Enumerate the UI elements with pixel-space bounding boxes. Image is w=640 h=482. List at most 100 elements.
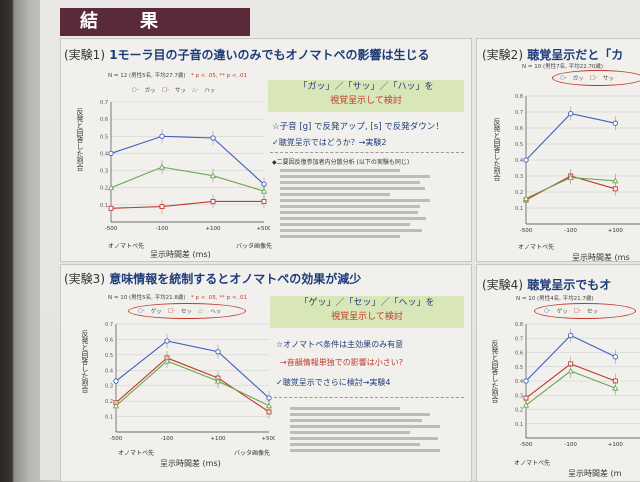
x-tick-label: +100 (210, 436, 226, 442)
data-point (522, 194, 530, 201)
exp1-xlabel: 呈示時間差 (ms) (150, 250, 211, 259)
y-tick-label: 0.5 (515, 142, 523, 148)
x-tick-label: -100 (564, 442, 577, 448)
data-point (108, 150, 114, 157)
exp4-meta: N = 10 (男性4名, 平均21.7歳) (516, 296, 594, 302)
data-point (612, 177, 619, 184)
exp4-title: (実験4) 聴覚呈示でもオ (482, 278, 612, 292)
y-tick-label: 0.2 (100, 186, 108, 192)
data-point (261, 198, 267, 204)
data-point (159, 204, 165, 210)
exp3-stats-block (290, 404, 450, 455)
x-tick-label: -500 (105, 226, 118, 232)
y-tick-label: 0.6 (105, 337, 113, 343)
data-point (108, 205, 114, 211)
section-title: 結 果 (60, 8, 250, 36)
y-tick-label: 0.4 (515, 379, 523, 385)
data-point (567, 367, 574, 374)
series-line (110, 135, 265, 185)
series-line (110, 166, 265, 192)
exp2-legend-ellipse (552, 70, 640, 86)
y-tick-label: 0.6 (100, 117, 108, 123)
exp3-finding3: ✓聴覚呈示でさらに検討→実験4 (276, 378, 391, 387)
exp3-xlabel: 呈示時間差 (ms) (160, 459, 221, 468)
y-tick-label: 0.1 (105, 415, 113, 421)
y-tick-label: 0.4 (105, 368, 113, 374)
exp1-box-line2: 視覚呈示して検討 (330, 96, 402, 106)
series-line (110, 200, 264, 209)
exp2-ylabel: 反発と回答した割合 (493, 118, 501, 181)
data-point (568, 110, 574, 117)
data-point (163, 357, 171, 364)
data-point (112, 402, 120, 409)
exp1-meta: N = 12 (男性5名, 平均27.7歳) * p < .05, ** p <… (108, 73, 247, 79)
exp3-divider (274, 397, 464, 398)
x-tick-label: +100 (608, 442, 624, 448)
x-tick-label: +100 (608, 228, 624, 234)
exp4-ylabel: 反発と回答した割合 (491, 340, 499, 403)
y-tick-label: 0.2 (515, 408, 523, 414)
exp1-stats-block (280, 166, 440, 241)
y-tick-label: 0.2 (515, 190, 523, 196)
data-point (113, 378, 119, 384)
data-point (523, 378, 529, 384)
exp2-title: (実験2) 聴覚呈示だと「カ (482, 48, 624, 62)
data-point (612, 120, 618, 126)
exp3-chart: 0.1 0.2 0.3 0.4 0.5 0.6 0.7 -500 -100 +100 +500 (105, 322, 275, 442)
data-point (523, 157, 529, 163)
data-point (210, 198, 216, 204)
exp1-divider (270, 152, 464, 153)
y-tick-label: 0.8 (515, 322, 523, 328)
y-tick-label: 0.6 (515, 126, 523, 132)
data-point (209, 172, 217, 179)
x-tick-label: -100 (156, 226, 169, 232)
exp4-xtick-left: オノマトペ先 (514, 460, 551, 467)
exp1-finding1: ☆子音 [g] で反発アップ, [s] で反発ダウン！ (272, 122, 444, 132)
y-tick-label: 0.3 (515, 393, 523, 399)
exp3-title: (実験3) 意味情報を統制するとオノマトペの効果が減少 (64, 272, 362, 286)
exp1-chart: 0.1 0.2 0.3 0.4 0.5 0.6 0.7 -500 -100 +100 +500 (100, 100, 270, 232)
data-point (567, 174, 574, 181)
data-point (107, 184, 115, 191)
exp3-xtick-right: バッタ画像先 (234, 450, 271, 457)
x-tick-label: -500 (110, 436, 123, 442)
exp2-meta: N = 10 (男性7名, 平均22.70歳) (522, 64, 603, 70)
data-point (164, 338, 170, 344)
y-tick-label: 0.1 (515, 422, 523, 428)
y-tick-label: 0.6 (515, 351, 523, 357)
data-point (568, 332, 574, 339)
exp2-legend: ○- ガッ □- サッ (560, 75, 615, 82)
y-tick-label: 0.1 (100, 203, 108, 209)
exp1-finding2: ✓聴覚呈示ではどうか？→実験2 (272, 138, 387, 147)
exp4-chart: 0.1 0.2 0.3 0.4 0.5 0.6 0.7 0.8 -500 -100 +100 (515, 322, 640, 448)
exp1-legend: ○- ガッ □- サッ △- ハッ (132, 87, 216, 94)
exp1-stats-head: ◆二要因反復参加者内分散分析 (以下の実験も同じ) (272, 159, 410, 166)
x-tick-label: +500 (256, 226, 270, 232)
y-tick-label: 0.5 (100, 134, 108, 140)
y-tick-label: 0.4 (100, 151, 108, 157)
exp3-finding1: ☆オノマトペ条件は主効果のみ有意 (276, 340, 404, 349)
data-point (159, 133, 165, 139)
exp3-legend: ○- ゲッ □- セッ △- ヘッ (138, 308, 222, 315)
data-point (215, 349, 221, 355)
data-point (260, 187, 268, 194)
exp3-finding2: →音韻情報単独での影響は小さい? (280, 358, 403, 367)
y-tick-label: 0.3 (515, 174, 523, 180)
exp2-chart: 0.1 0.2 0.3 0.4 0.5 0.6 0.7 0.8 -500 -100 +100 (515, 94, 640, 234)
data-point (522, 401, 530, 408)
y-tick-label: 0.7 (105, 322, 113, 328)
exp4-legend-ellipse (534, 303, 636, 319)
data-point (612, 384, 619, 391)
exp3-meta: N = 10 (男性5名, 平均21.8歳) * p < .05, ** p <… (108, 295, 247, 301)
y-tick-label: 0.3 (105, 384, 113, 390)
data-point (612, 354, 618, 360)
series-line (115, 357, 270, 413)
data-point (210, 135, 216, 141)
x-tick-label: -500 (520, 228, 533, 234)
x-tick-label: -100 (564, 228, 577, 234)
y-tick-label: 0.2 (105, 399, 113, 405)
data-point (158, 163, 166, 170)
y-tick-label: 0.3 (100, 169, 108, 175)
y-tick-label: 0.5 (105, 353, 113, 359)
exp3-box-line2: 視覚呈示して検討 (331, 312, 403, 322)
